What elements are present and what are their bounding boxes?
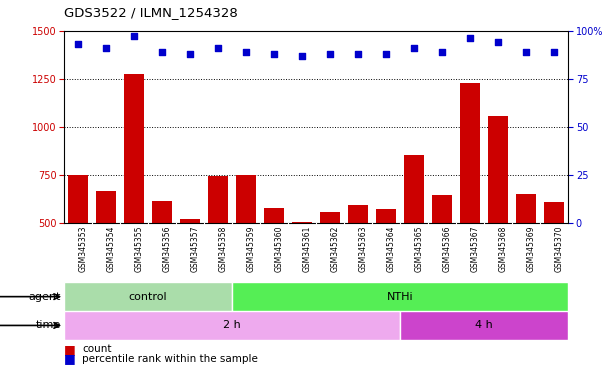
Text: GSM345357: GSM345357 — [190, 226, 199, 272]
Bar — [516, 194, 536, 223]
Text: GSM345366: GSM345366 — [442, 226, 451, 272]
Bar — [232, 282, 568, 311]
Bar — [152, 200, 172, 223]
Point — [213, 45, 223, 51]
Text: 4 h: 4 h — [475, 320, 493, 331]
Point — [381, 51, 391, 57]
Bar — [236, 175, 256, 223]
Point — [185, 51, 195, 57]
Text: GSM345361: GSM345361 — [302, 226, 311, 272]
Text: GSM345368: GSM345368 — [498, 226, 507, 272]
Text: GSM345364: GSM345364 — [386, 226, 395, 272]
Text: agent: agent — [29, 291, 61, 302]
Point — [493, 39, 503, 45]
Text: NTHi: NTHi — [387, 291, 414, 302]
Bar — [433, 195, 452, 223]
Text: GSM345365: GSM345365 — [414, 226, 423, 272]
Text: GSM345360: GSM345360 — [274, 226, 283, 272]
Text: GSM345369: GSM345369 — [526, 226, 535, 272]
Text: time: time — [36, 320, 61, 331]
Point — [353, 51, 363, 57]
Bar — [293, 222, 312, 223]
Text: control: control — [129, 291, 167, 302]
Text: GSM345367: GSM345367 — [470, 226, 479, 272]
Text: ■: ■ — [64, 343, 76, 356]
Bar — [376, 209, 396, 223]
Bar — [68, 175, 88, 223]
Text: GSM345354: GSM345354 — [106, 226, 115, 272]
Point — [437, 49, 447, 55]
Bar — [265, 208, 284, 223]
Text: GSM345356: GSM345356 — [162, 226, 171, 272]
Point — [466, 35, 475, 41]
Point — [73, 41, 83, 47]
Bar — [404, 155, 424, 223]
Point — [521, 49, 531, 55]
Point — [269, 51, 279, 57]
Bar — [348, 205, 368, 223]
Text: GSM345362: GSM345362 — [330, 226, 339, 272]
Bar — [64, 311, 400, 340]
Text: percentile rank within the sample: percentile rank within the sample — [82, 354, 258, 364]
Text: GSM345363: GSM345363 — [358, 226, 367, 272]
Bar — [208, 176, 228, 223]
Text: count: count — [82, 344, 112, 354]
Text: GSM345353: GSM345353 — [78, 226, 87, 272]
Text: GSM345370: GSM345370 — [554, 226, 563, 272]
Point — [241, 49, 251, 55]
Text: GSM345355: GSM345355 — [134, 226, 143, 272]
Point — [298, 53, 307, 59]
Bar — [97, 191, 116, 223]
Bar — [461, 83, 480, 223]
Point — [130, 33, 139, 40]
Bar — [544, 202, 564, 223]
Bar — [488, 116, 508, 223]
Point — [157, 49, 167, 55]
Text: ■: ■ — [64, 353, 76, 366]
Text: GDS3522 / ILMN_1254328: GDS3522 / ILMN_1254328 — [64, 6, 238, 19]
Bar — [320, 212, 340, 223]
Text: GSM345359: GSM345359 — [246, 226, 255, 272]
Point — [101, 45, 111, 51]
Bar — [64, 282, 232, 311]
Text: GSM345358: GSM345358 — [218, 226, 227, 272]
Bar — [180, 219, 200, 223]
Point — [549, 49, 559, 55]
Point — [409, 45, 419, 51]
Bar — [400, 311, 568, 340]
Text: 2 h: 2 h — [223, 320, 241, 331]
Bar — [125, 74, 144, 223]
Point — [325, 51, 335, 57]
